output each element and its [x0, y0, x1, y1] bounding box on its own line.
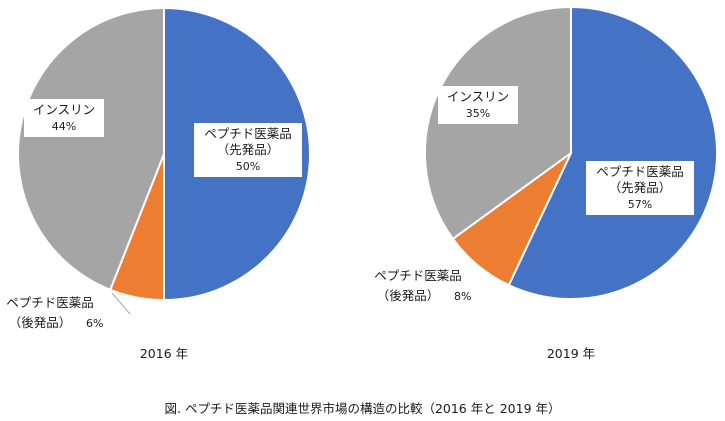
data-label-text: ペプチド医薬品: [596, 164, 684, 179]
data-label-value: 8%: [454, 290, 471, 303]
pie-slice: [17, 6, 165, 292]
pie-year-label: 2019 年: [547, 346, 595, 361]
data-label-value: 50%: [236, 160, 260, 173]
data-label-text: インスリン: [33, 102, 95, 117]
leader-line: [111, 292, 131, 315]
figure-caption: 図. ペプチド医薬品関連世界市場の構造の比較（2016 年と 2019 年）: [164, 401, 561, 416]
data-label-box: [586, 161, 694, 215]
data-label-box: [438, 86, 518, 124]
data-label-box: [194, 123, 302, 177]
pie-chart-2019: ペプチド医薬品（先発品）57%ペプチド医薬品（後発品） 8%インスリン35%201…: [374, 5, 719, 361]
pie-slice: [507, 5, 719, 300]
data-label-text: ペプチド医薬品: [204, 126, 292, 141]
data-label-value: 44%: [52, 120, 76, 133]
data-label-box: [24, 99, 104, 137]
data-label-text: インスリン: [447, 89, 509, 104]
data-label-text: （先発品）: [609, 180, 672, 195]
data-label-value: 6%: [86, 317, 103, 330]
pie-year-label: 2016 年: [140, 346, 188, 361]
data-label-text: （先発品）: [217, 142, 280, 157]
data-label-value: 35%: [466, 107, 490, 120]
data-label-value: 57%: [628, 198, 652, 211]
data-label-text: ペプチド医薬品: [374, 268, 462, 283]
pie-chart-2016: ペプチド医薬品（先発品）50%ペプチド医薬品（後発品） 6%インスリン44%201…: [6, 6, 311, 361]
data-label-text: （後発品）: [377, 288, 440, 303]
data-label-text: （後発品）: [9, 315, 72, 330]
data-label-text: ペプチド医薬品: [6, 295, 94, 310]
